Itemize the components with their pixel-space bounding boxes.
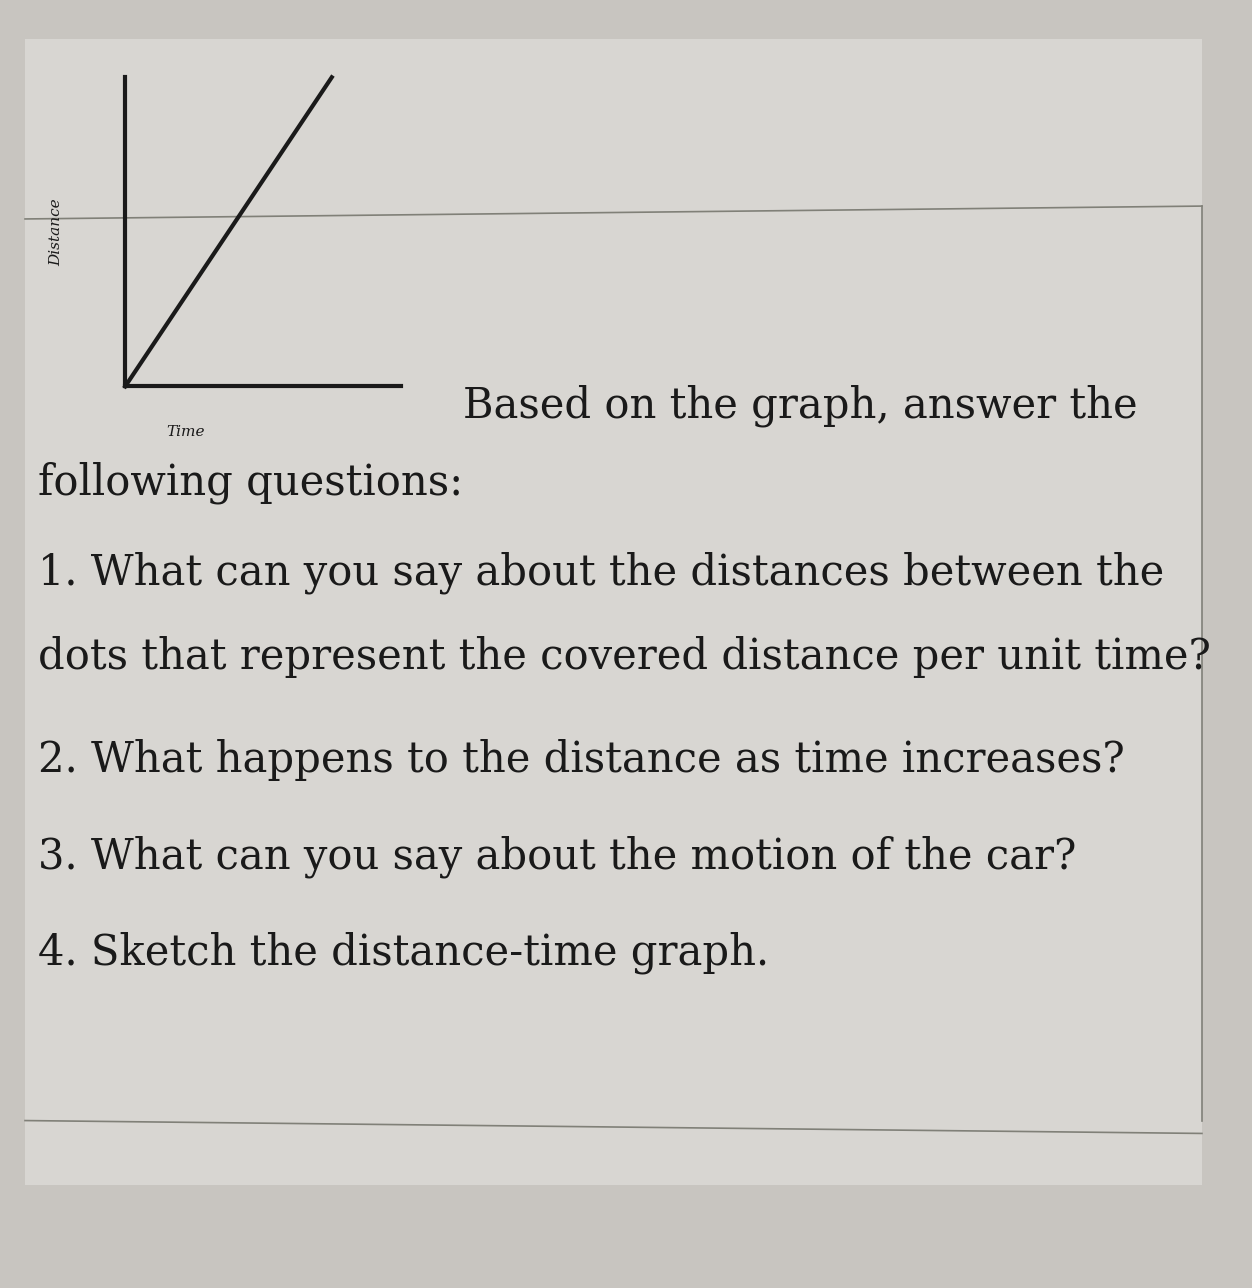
Text: 1. What can you say about the distances between the: 1. What can you say about the distances … xyxy=(38,553,1164,594)
Text: following questions:: following questions: xyxy=(38,462,463,504)
Text: Based on the graph, answer the: Based on the graph, answer the xyxy=(463,385,1138,426)
FancyBboxPatch shape xyxy=(25,39,1202,1185)
Text: Distance: Distance xyxy=(49,198,64,265)
Text: Time: Time xyxy=(167,425,205,439)
Text: 4. Sketch the distance-time graph.: 4. Sketch the distance-time graph. xyxy=(38,933,769,974)
Text: dots that represent the covered distance per unit time?: dots that represent the covered distance… xyxy=(38,636,1211,677)
Text: 2. What happens to the distance as time increases?: 2. What happens to the distance as time … xyxy=(38,739,1124,781)
Text: 3. What can you say about the motion of the car?: 3. What can you say about the motion of … xyxy=(38,836,1075,877)
